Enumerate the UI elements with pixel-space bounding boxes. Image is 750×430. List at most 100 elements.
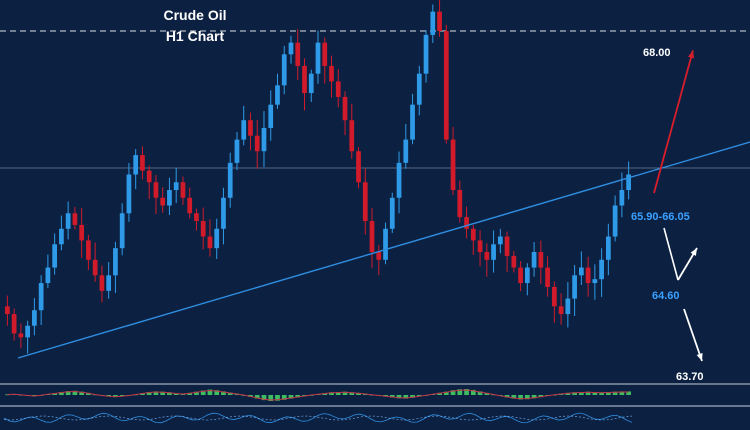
candle-body	[592, 279, 598, 284]
macd-bar	[396, 395, 402, 399]
macd-bar	[531, 395, 537, 399]
candle-body	[531, 252, 537, 268]
macd-bar	[200, 390, 206, 395]
macd-bar	[221, 391, 226, 395]
candle-body	[497, 236, 503, 245]
macd-bar	[113, 395, 118, 398]
macd-bar	[214, 390, 220, 395]
candle-body	[389, 197, 395, 229]
candle-body	[59, 228, 64, 245]
candle-body	[572, 275, 577, 299]
candle-body	[491, 244, 496, 260]
candle-body	[383, 228, 388, 260]
candle-body	[295, 42, 301, 66]
candle-body	[45, 267, 51, 284]
candle-body	[187, 197, 193, 214]
macd-bar	[578, 392, 584, 395]
level-label-68: 68.00	[643, 47, 671, 59]
macd-bar	[288, 395, 294, 399]
candle-body	[227, 162, 233, 198]
macd-bar	[268, 395, 274, 401]
macd-bar	[59, 392, 64, 395]
macd-bar	[52, 393, 58, 395]
macd-bar	[626, 391, 631, 395]
arrow-dip-leg	[663, 227, 679, 281]
macd-bar	[612, 391, 618, 395]
macd-bar	[599, 392, 604, 395]
macd-bar	[153, 391, 159, 395]
macd-bar	[261, 395, 267, 401]
candle-body	[140, 155, 145, 171]
candle-body	[5, 306, 10, 315]
macd-bar	[606, 392, 611, 395]
candle-body	[443, 31, 449, 140]
candle-body	[275, 85, 280, 105]
candle-body	[342, 96, 348, 121]
candle-body	[450, 139, 456, 190]
candle-body	[207, 236, 213, 249]
candle-body	[430, 11, 436, 35]
candle-body	[99, 275, 105, 291]
candle-body	[511, 255, 517, 268]
macd-bar	[194, 391, 199, 395]
candle-body	[126, 174, 132, 214]
macd-bar	[146, 392, 152, 395]
macd-bar	[254, 395, 260, 399]
candle-body	[86, 240, 91, 260]
candle-body	[167, 190, 172, 206]
candle-body	[52, 244, 58, 268]
candle-body	[599, 259, 604, 280]
candle-body	[119, 213, 125, 249]
macd-bar	[140, 393, 145, 395]
macd-bar	[173, 393, 179, 395]
candle-body	[362, 182, 368, 222]
candle-body	[106, 275, 112, 291]
candle-body	[551, 286, 557, 307]
candle-body	[268, 104, 274, 128]
macd-bar	[187, 392, 193, 395]
macd-bar	[585, 391, 591, 395]
candle-body	[315, 42, 321, 74]
candle-body	[558, 306, 564, 315]
candle-body	[437, 11, 442, 32]
macd-bar	[464, 389, 469, 395]
candle-body	[410, 104, 415, 140]
macd-bar	[335, 392, 341, 395]
candle-body	[403, 139, 409, 163]
candle-body	[92, 259, 98, 276]
candle-body	[423, 34, 429, 74]
macd-bar	[86, 392, 91, 395]
candle-body	[619, 190, 625, 206]
macd-bar	[248, 395, 253, 397]
arrow-bull-scenario-head	[688, 50, 695, 59]
candle-body	[470, 228, 476, 241]
macd-bar	[72, 390, 78, 395]
candle-body	[518, 267, 523, 284]
candle-body	[72, 213, 78, 225]
candle-body	[288, 42, 294, 55]
chart-title: Crude Oil	[163, 7, 227, 23]
macd-bar	[592, 392, 598, 395]
arrow-bull-scenario	[653, 50, 694, 194]
macd-signal-line	[7, 389, 629, 401]
macd-bar	[227, 392, 233, 395]
candle-body	[578, 267, 584, 276]
macd-bar	[329, 392, 334, 395]
candle-body	[416, 73, 422, 105]
macd-bar	[450, 390, 456, 395]
level-label-64-60: 64.60	[652, 290, 680, 302]
trendline	[17, 141, 750, 359]
candle-body	[396, 162, 402, 198]
macd-bar	[477, 391, 483, 395]
macd-bar	[619, 391, 625, 395]
candle-body	[133, 155, 139, 175]
macd-bar	[207, 389, 213, 395]
macd-bar	[295, 395, 301, 398]
candle-body	[335, 81, 341, 97]
macd-bar	[275, 395, 280, 401]
macd-bar	[443, 391, 449, 395]
macd-bar	[389, 395, 395, 398]
candle-body	[32, 310, 37, 326]
candle-body	[606, 236, 611, 260]
candle-body	[65, 213, 71, 229]
